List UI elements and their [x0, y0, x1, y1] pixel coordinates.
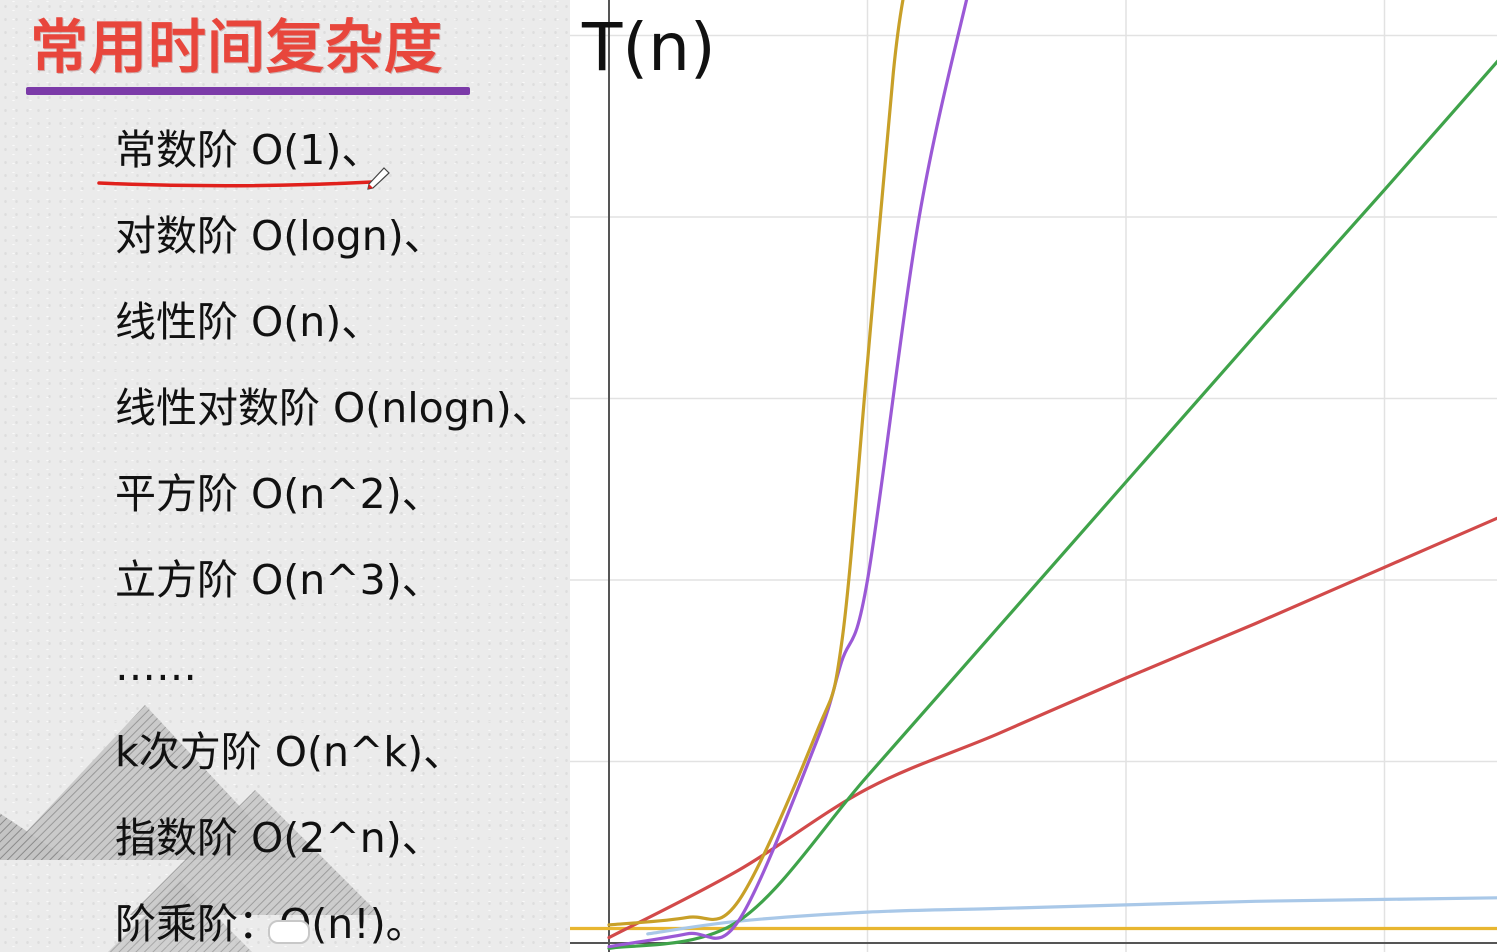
complexity-item-constant: 常数阶 O(1)、 [115, 126, 383, 174]
complexity-item-linearithmic: 线性对数阶 O(nlogn)、 [115, 384, 553, 432]
chart-grid [570, 0, 1497, 952]
title-underline [26, 87, 470, 95]
series-line-5 [607, 0, 905, 927]
complexity-item-exponential: 指数阶 O(2^n)、 [115, 814, 443, 862]
complexity-item-cubic: 立方阶 O(n^3)、 [115, 556, 443, 604]
complexity-item-polynomial-k: k次方阶 O(n^k)、 [115, 728, 465, 776]
complexity-item-logarithmic: 对数阶 O(logn)、 [115, 212, 445, 260]
toggle-switch[interactable] [268, 920, 310, 944]
slide-title: 常用时间复杂度 [30, 13, 444, 81]
complexity-item-quadratic: 平方阶 O(n^2)、 [115, 470, 443, 518]
y-axis-label: T(n) [582, 9, 716, 86]
slide-left-panel: 常用时间复杂度 常数阶 O(1)、 对数阶 O(logn)、 线性阶 O(n)、… [0, 0, 570, 952]
series-line-1 [646, 896, 1497, 936]
pen-cursor-icon [367, 167, 390, 190]
complexity-item-linear: 线性阶 O(n)、 [115, 298, 383, 346]
complexity-item-ellipsis: …… [115, 642, 197, 690]
complexity-chart [570, 0, 1497, 952]
chart-series [570, 0, 1497, 950]
series-line-2 [607, 516, 1497, 940]
annotation-underline [97, 180, 374, 188]
series-line-3 [607, 59, 1497, 950]
chart-axes [570, 0, 1497, 952]
decorative-triangles [0, 705, 380, 952]
series-line-4 [607, 0, 969, 949]
